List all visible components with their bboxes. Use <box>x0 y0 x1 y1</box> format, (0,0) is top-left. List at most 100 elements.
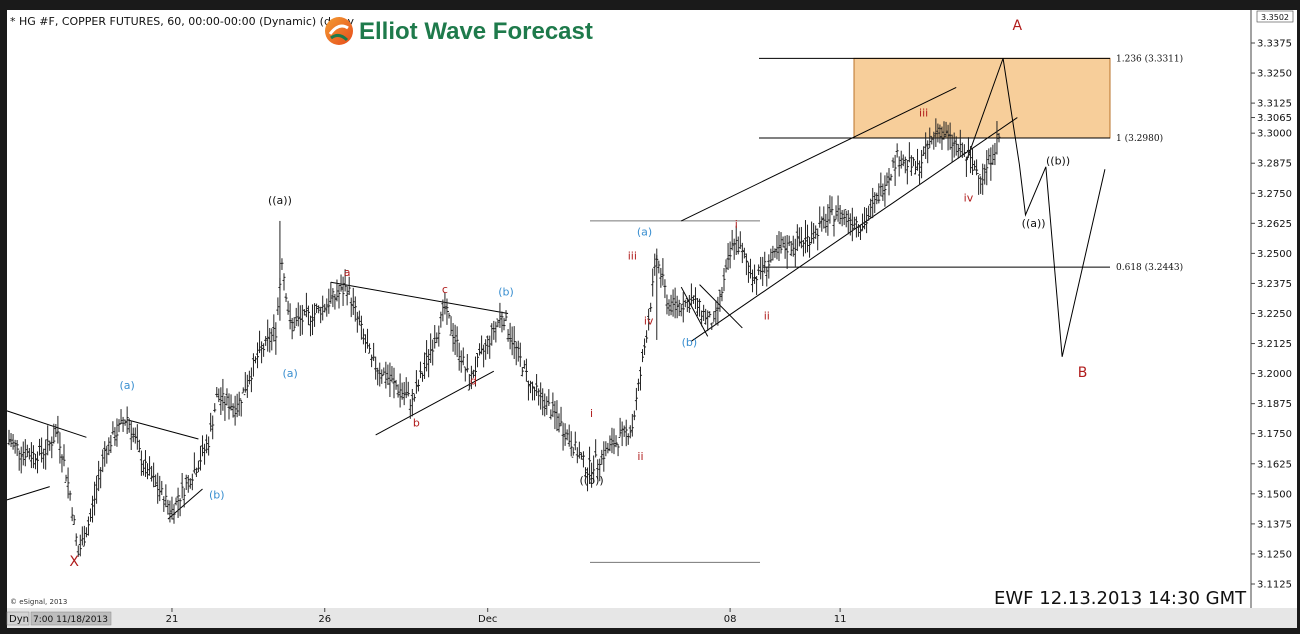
trendline <box>680 286 709 337</box>
ohlc-bar <box>571 447 575 458</box>
ohlc-bar <box>376 367 380 386</box>
ohlc-bar <box>742 247 746 259</box>
ohlc-bar <box>968 146 972 174</box>
ohlc-bar <box>506 329 510 342</box>
ohlc-bar <box>891 157 895 168</box>
ohlc-bar <box>808 236 812 258</box>
wave-label: ii <box>764 310 770 323</box>
ohlc-bar <box>64 474 68 483</box>
trendline <box>6 486 50 501</box>
ohlc-bar <box>52 423 56 444</box>
ohlc-bar <box>773 248 777 258</box>
ohlc-bar <box>691 295 695 304</box>
ohlc-bar <box>518 342 522 367</box>
wave-label: ii <box>637 450 643 463</box>
ohlc-bar <box>400 382 404 400</box>
ohlc-bar <box>398 373 402 408</box>
ohlc-bar <box>856 224 860 237</box>
wave-label: d <box>470 374 477 387</box>
ohlc-bar <box>504 310 508 322</box>
ohlc-bar <box>956 143 960 159</box>
time-mode-button[interactable] <box>6 611 30 626</box>
ohlc-bar <box>327 288 331 314</box>
ohlc-bar <box>628 425 632 439</box>
ohlc-bar <box>390 366 394 383</box>
ohlc-bar <box>801 239 805 257</box>
wave-label: iii <box>919 106 928 119</box>
ohlc-bar <box>502 317 506 331</box>
ohlc-bar <box>863 207 867 230</box>
ohlc-bar <box>164 484 168 508</box>
ohlc-bar <box>636 378 640 392</box>
ohlc-bar <box>526 380 530 401</box>
ohlc-bar <box>70 507 74 522</box>
ohlc-bar <box>934 118 938 147</box>
ohlc-bar <box>447 310 451 319</box>
ohlc-bar <box>932 131 936 150</box>
ohlc-bar <box>881 183 885 201</box>
ohlc-bar <box>885 172 889 186</box>
y-tick-label: 3.2125 <box>1257 339 1292 350</box>
ohlc-bar <box>928 127 932 149</box>
ohlc-bar <box>543 393 547 417</box>
ohlc-bar <box>186 475 190 493</box>
ohlc-bar <box>659 267 663 288</box>
ohlc-bar <box>610 427 614 454</box>
ohlc-bar <box>641 349 645 363</box>
x-tick-label: Dec <box>478 614 497 625</box>
ohlc-bar <box>616 443 620 457</box>
ohlc-bar <box>476 353 480 368</box>
ohlc-bar <box>728 241 732 269</box>
ohlc-bar <box>13 439 17 454</box>
ohlc-bar <box>280 258 284 270</box>
ohlc-bar <box>117 419 121 433</box>
ohlc-bar <box>93 481 97 516</box>
ohlc-bar <box>649 302 653 312</box>
ohlc-bar <box>962 144 966 157</box>
ohlc-bar <box>484 339 488 360</box>
ohlc-bar <box>363 334 367 353</box>
ohlc-bar <box>190 473 194 491</box>
ohlc-bar <box>486 335 490 355</box>
trendline <box>6 410 87 438</box>
ohlc-bar <box>936 123 940 143</box>
ohlc-bar <box>524 358 528 382</box>
ohlc-bar <box>520 367 524 377</box>
ohlc-bar <box>211 415 215 440</box>
ohlc-bar <box>95 475 99 504</box>
ohlc-bar <box>516 340 520 362</box>
ohlc-bar <box>359 315 363 340</box>
ohlc-bar <box>861 213 865 232</box>
ohlc-bar <box>512 326 516 359</box>
ohlc-bar <box>834 205 838 221</box>
ohlc-bar <box>783 235 787 259</box>
ohlc-bar <box>260 341 264 364</box>
trendline <box>375 370 495 436</box>
ohlc-bar <box>944 121 948 138</box>
ohlc-bar <box>351 287 355 315</box>
time-mode-label: Dyn <box>9 614 29 625</box>
ohlc-bar <box>207 436 211 456</box>
ohlc-bar <box>661 258 665 286</box>
ohlc-bar <box>895 143 899 158</box>
trendline <box>330 281 509 314</box>
ohlc-bar <box>547 389 551 406</box>
logo: Elliot Wave Forecast <box>325 17 593 45</box>
ohlc-bar <box>806 224 810 253</box>
y-tick-label: 3.1250 <box>1257 549 1292 560</box>
ohlc-bar <box>964 156 968 177</box>
ohlc-bar <box>922 146 926 156</box>
ohlc-bar <box>726 243 730 271</box>
ohlc-bar <box>141 460 145 476</box>
ohlc-bar <box>201 435 205 457</box>
ohlc-bar <box>194 467 198 478</box>
ohlc-bar <box>60 454 64 473</box>
ohlc-bar <box>241 387 245 394</box>
time-cursor-label: 7:00 11/18/2013 <box>33 615 108 625</box>
wave-label: i <box>735 218 738 231</box>
ohlc-bar <box>899 150 903 169</box>
ohlc-bar <box>421 371 425 382</box>
ohlc-bar <box>109 435 113 454</box>
ohlc-bar <box>355 311 359 333</box>
ohlc-bar <box>693 287 697 310</box>
